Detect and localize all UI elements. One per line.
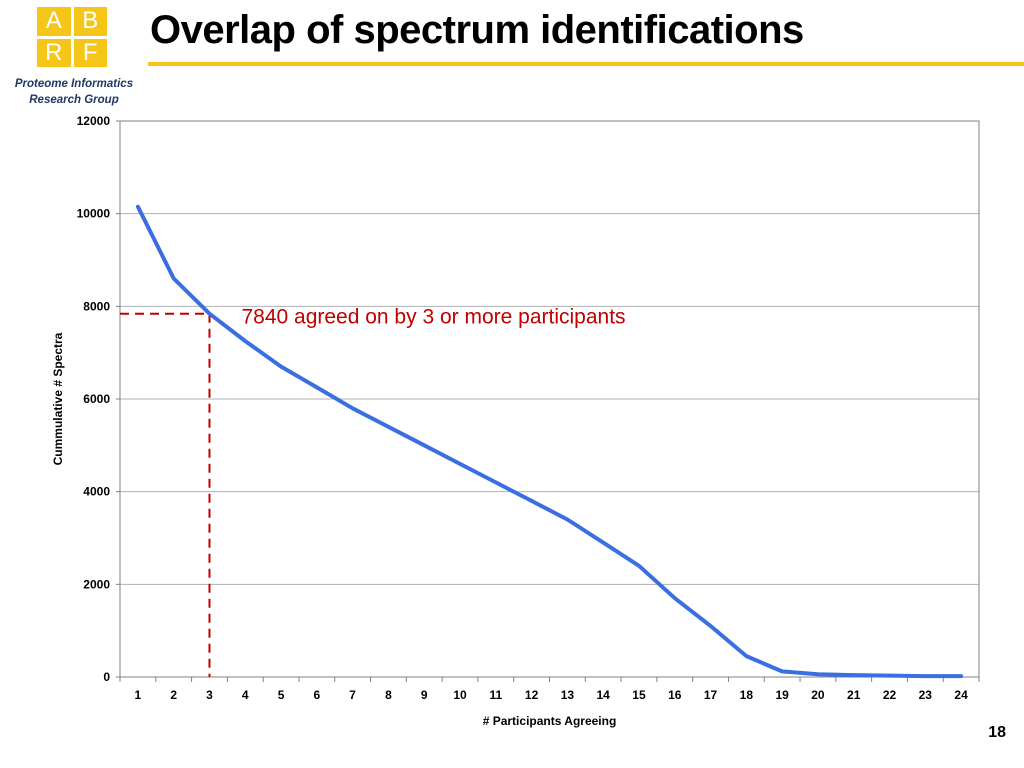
x-tick-label: 1	[135, 688, 142, 702]
logo-letter-f: F	[73, 38, 107, 67]
annotation-text: 7840 agreed on by 3 or more participants	[241, 306, 625, 329]
y-tick-label: 4000	[83, 485, 110, 499]
x-tick-label: 20	[811, 688, 825, 702]
x-tick-label: 15	[632, 688, 646, 702]
y-axis-label: Cummulative # Spectra	[51, 332, 65, 465]
series-layer	[135, 204, 964, 679]
y-tick-label: 12000	[77, 114, 111, 128]
x-axis-ticks: 1 2 3 4 5 6 7 8 9 10 11 12 13 14 15 16 17 18 19 20 21 22 23 24	[119, 677, 980, 702]
page-number: 18	[988, 724, 1006, 741]
x-tick-label: 9	[421, 688, 428, 702]
x-tick-label: 12	[525, 688, 539, 702]
x-tick-label: 6	[314, 688, 321, 702]
abrf-logo: A B R F	[37, 7, 107, 67]
x-tick-label: 7	[349, 688, 356, 702]
y-tick-label: 6000	[83, 392, 110, 406]
x-tick-label: 14	[597, 688, 611, 702]
series-line-0	[135, 204, 964, 679]
logo-letter-a: A	[37, 7, 71, 36]
x-tick-label: 21	[847, 688, 861, 702]
x-tick-label: 3	[206, 688, 213, 702]
x-tick-label: 8	[385, 688, 392, 702]
title-underline	[148, 62, 1024, 66]
x-axis-label: # Participants Agreeing	[483, 714, 617, 728]
x-tick-label: 19	[775, 688, 789, 702]
y-tick-label: 0	[103, 670, 110, 684]
org-name-line2: Research Group	[29, 94, 119, 106]
y-tick-label: 10000	[77, 207, 111, 221]
x-tick-label: 11	[489, 688, 502, 702]
x-tick-label: 13	[561, 688, 575, 702]
x-tick-label: 22	[883, 688, 897, 702]
x-tick-label: 5	[278, 688, 285, 702]
x-tick-label: 18	[740, 688, 754, 702]
x-tick-label: 16	[668, 688, 682, 702]
y-tick-label: 2000	[83, 577, 110, 591]
y-tick-label: 8000	[83, 299, 110, 313]
x-tick-label: 17	[704, 688, 718, 702]
slide-title: Overlap of spectrum identifications	[150, 8, 804, 52]
y-axis-ticks: 0 2000 4000 6000 8000 10000 12000	[77, 114, 120, 684]
x-tick-label: 23	[919, 688, 933, 702]
x-tick-label: 4	[242, 688, 249, 702]
org-name-line1: Proteome Informatics	[14, 78, 134, 90]
org-name: Proteome Informatics Research Group	[0, 76, 148, 108]
grid-lines	[120, 120, 979, 678]
logo-letter-b: B	[73, 7, 107, 36]
x-tick-label: 24	[954, 688, 968, 702]
x-tick-label: 2	[170, 688, 177, 702]
logo-letter-r: R	[37, 38, 71, 67]
annotation-guides	[120, 312, 211, 677]
x-tick-label: 10	[453, 688, 467, 702]
